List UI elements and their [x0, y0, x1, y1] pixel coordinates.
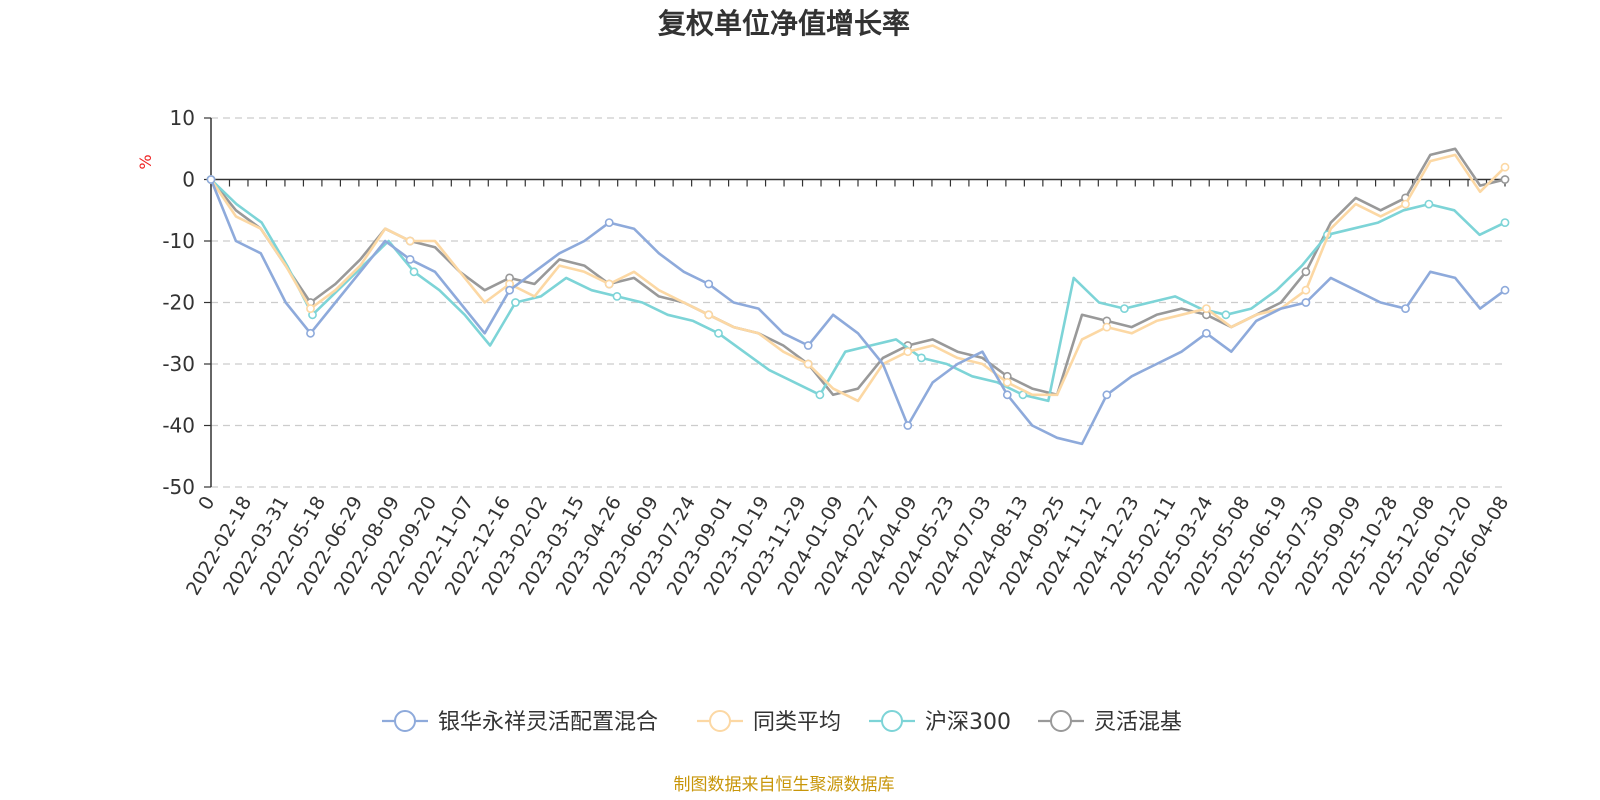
- series-point: [704, 279, 714, 289]
- y-tick-label: -20: [162, 291, 195, 315]
- series-point: [1500, 162, 1510, 172]
- x-tick-label: 0: [194, 493, 219, 514]
- legend-marker: [1050, 710, 1072, 732]
- series-point: [1500, 175, 1510, 184]
- series-point: [306, 328, 315, 338]
- series-point: [1221, 310, 1231, 320]
- legend-marker: [394, 710, 416, 732]
- series-line: [209, 179, 1506, 446]
- series-point: [1301, 298, 1311, 307]
- y-axis-unit: %: [136, 154, 155, 169]
- series-line: [210, 178, 1506, 403]
- series-point: [1401, 199, 1410, 209]
- series-point: [704, 310, 714, 320]
- series-point: [511, 298, 520, 307]
- series-point: [815, 390, 825, 400]
- legend: 银华永祥灵活配置混合 同类平均 沪深300 灵活混基: [382, 710, 1182, 735]
- series-point: [604, 279, 614, 289]
- series-point: [405, 254, 415, 264]
- y-tick-label: -30: [162, 352, 195, 376]
- series-point: [903, 347, 913, 357]
- y-tick-label: -10: [162, 229, 195, 253]
- y-tick-label: -50: [162, 475, 195, 499]
- data-source-note: 制图数据来自恒生聚源数据库: [674, 775, 895, 795]
- series-point: [505, 285, 514, 295]
- series-line: [209, 147, 1506, 397]
- series-point: [1500, 218, 1510, 227]
- series-point: [409, 267, 419, 277]
- series-point: [1102, 322, 1112, 332]
- series-point: [1102, 390, 1112, 400]
- legend-label: 沪深300: [925, 710, 1011, 735]
- series-line: [209, 153, 1506, 403]
- series-point: [714, 328, 723, 338]
- legend-label: 银华永祥灵活配置混合: [438, 710, 658, 735]
- series-point: [803, 359, 813, 369]
- series-point: [405, 236, 415, 246]
- series-point: [206, 175, 216, 184]
- grid-lines: [211, 117, 1505, 488]
- legend-marker: [881, 710, 903, 732]
- y-tick-label: -40: [162, 414, 195, 438]
- series-lines: [206, 147, 1510, 446]
- y-tick-label: 10: [170, 106, 195, 130]
- legend-marker: [709, 710, 731, 732]
- legend-label: 灵活混基: [1094, 710, 1182, 735]
- series-point: [1301, 285, 1311, 295]
- axes: 100-10-20-30-40-5002022-02-182022-03-312…: [162, 106, 1513, 599]
- series-point: [1002, 390, 1012, 400]
- legend-label: 同类平均: [753, 710, 841, 735]
- series-point: [306, 304, 315, 313]
- series-point: [1301, 267, 1311, 277]
- series-point: [903, 421, 913, 430]
- y-tick-label: 0: [182, 168, 195, 192]
- series-point: [1120, 304, 1129, 313]
- series-point: [1500, 285, 1510, 295]
- series-point: [612, 291, 622, 301]
- series-point: [917, 353, 926, 363]
- series-point: [1202, 304, 1211, 313]
- series-point: [1202, 328, 1211, 338]
- series-point: [1401, 304, 1410, 313]
- series-point: [604, 218, 614, 227]
- chart-title: 复权单位净值增长率: [658, 7, 910, 40]
- series-point: [1424, 199, 1434, 209]
- series-point: [1002, 377, 1012, 387]
- series-point: [803, 341, 813, 350]
